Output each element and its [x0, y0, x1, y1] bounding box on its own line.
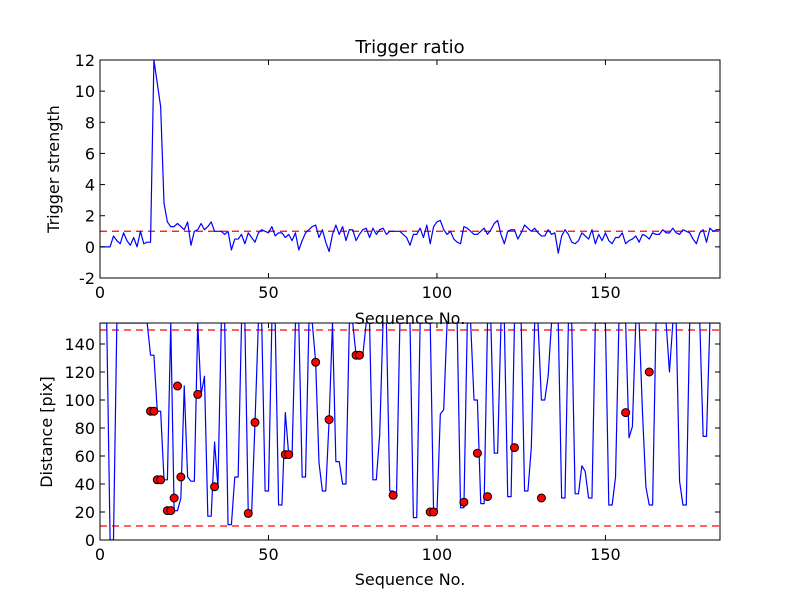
data-point-marker	[166, 506, 176, 516]
data-point-marker	[621, 408, 631, 418]
y-tick-label: 60	[75, 447, 95, 466]
data-point-marker	[311, 357, 321, 367]
y-axis-label: Trigger strength	[44, 105, 63, 234]
data-point-marker	[536, 493, 546, 503]
x-tick-label: 150	[590, 545, 621, 564]
y-tick-label: 12	[75, 51, 95, 70]
marker-layer	[146, 350, 654, 518]
plot-frame	[99, 59, 721, 279]
data-point-marker	[429, 507, 439, 517]
x-tick-label: 50	[258, 283, 278, 302]
y-tick-label: 0	[85, 238, 95, 257]
x-tick-label: 150	[590, 283, 621, 302]
x-axis-ticks: 0 50 100 150	[95, 60, 621, 302]
y-tick-label: 10	[75, 82, 95, 101]
x-tick-label: 0	[95, 545, 105, 564]
data-point-marker	[250, 417, 260, 427]
x-tick-label: 0	[95, 283, 105, 302]
data-point-marker	[243, 508, 253, 518]
data-point-marker	[472, 448, 482, 458]
series-line	[100, 323, 720, 540]
data-point-marker	[210, 482, 220, 492]
y-tick-label: -2	[79, 269, 95, 288]
x-axis-ticks: 0 50 100 150	[95, 323, 621, 564]
data-point-marker	[459, 497, 469, 507]
y-tick-label: 4	[85, 176, 95, 195]
data-point-marker	[324, 415, 334, 425]
data-point-marker	[388, 490, 398, 500]
y-axis-ticks: -2 0 2 4 6 8 10 12	[75, 51, 720, 288]
chart-title: Trigger ratio	[354, 37, 464, 58]
y-tick-label: 120	[64, 363, 95, 382]
y-tick-label: 2	[85, 207, 95, 226]
x-tick-label: 100	[422, 545, 453, 564]
data-point-marker	[483, 492, 492, 502]
x-tick-label: 100	[422, 283, 453, 302]
data-point-marker	[644, 367, 654, 377]
series-layer	[100, 323, 720, 540]
data-point-marker	[169, 493, 179, 503]
plot-frame	[99, 322, 721, 541]
data-point-marker	[284, 450, 294, 460]
y-tick-label: 6	[85, 144, 95, 163]
x-tick-label: 50	[258, 545, 278, 564]
series-layer	[100, 60, 720, 254]
data-point-marker	[149, 406, 159, 416]
threshold-layer	[100, 329, 720, 527]
data-point-marker	[176, 472, 186, 482]
y-axis-ticks: 0 20 40 60 80 100 120 140	[64, 335, 720, 550]
y-tick-label: 0	[85, 531, 95, 550]
data-point-marker	[509, 443, 519, 453]
series-line	[100, 60, 720, 254]
y-tick-label: 20	[75, 503, 95, 522]
y-tick-label: 100	[64, 391, 95, 410]
data-point-marker	[193, 389, 203, 399]
y-tick-label: 40	[75, 475, 95, 494]
data-point-marker	[354, 350, 364, 360]
y-tick-label: 80	[75, 419, 95, 438]
x-axis-label: Sequence No.	[355, 570, 466, 589]
y-tick-label: 140	[64, 335, 95, 354]
data-point-marker	[173, 381, 182, 391]
data-point-marker	[156, 475, 166, 485]
y-axis-label: Distance [pix]	[37, 376, 56, 488]
distance-panel: 0 50 100 150 0 20 40 60 80 100 120 140 Sequence No…	[37, 322, 721, 589]
y-tick-label: 8	[85, 113, 95, 132]
